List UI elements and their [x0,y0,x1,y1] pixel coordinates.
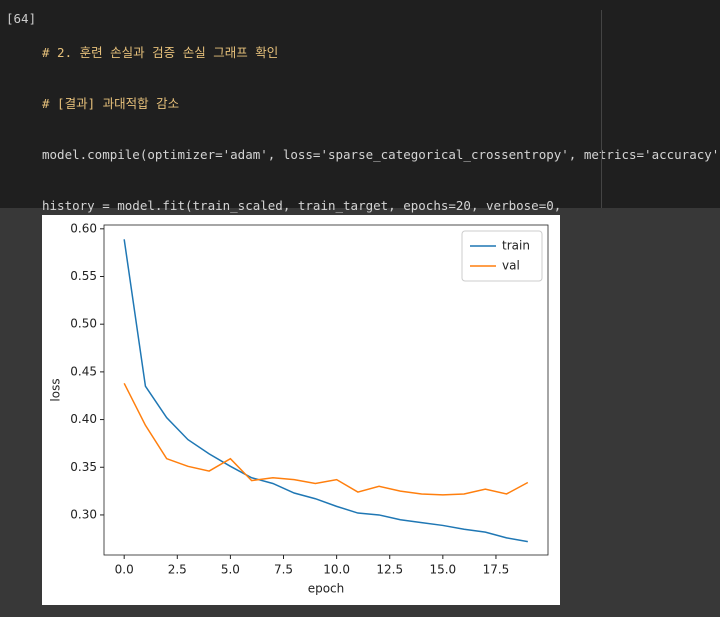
ruler [601,10,602,208]
x-tick-label: 17.5 [483,563,510,577]
code-line: history = model.fit(train_scaled, train_… [42,198,562,213]
x-tick-label: 7.5 [274,563,293,577]
x-tick-label: 15.0 [429,563,456,577]
x-tick-label: 5.0 [221,563,240,577]
x-axis-label: epoch [308,582,345,596]
legend-label: train [502,239,530,253]
y-tick-label: 0.55 [70,269,97,283]
chart: epoch loss 0.0 2.5 5.0 7.5 10.0 12.5 15.0 17.5 0… [42,215,560,605]
code-line: # 2. 훈련 손실과 검증 손실 그래프 확인 [42,45,279,60]
code-cell[interactable]: [64] # 2. 훈련 손실과 검증 손실 그래프 확인 # [결과] 과대적… [0,0,720,570]
y-tick-label: 0.35 [70,460,97,474]
code-line: # [결과] 과대적합 감소 [42,96,180,111]
x-tick-label: 0.0 [115,563,134,577]
y-axis-label: loss [49,378,63,401]
y-tick-label: 0.45 [70,364,97,378]
x-tick-label: 12.5 [376,563,403,577]
axes-frame [103,224,549,556]
line [123,382,529,496]
cell-prompt: [64] [6,11,37,26]
y-tick-label: 0.60 [70,221,97,235]
code-line: model.compile(optimizer='adam', loss='sp… [42,147,720,162]
y-tick-label: 0.50 [70,317,97,331]
y-tick-label: 0.40 [70,412,97,426]
legend-box [461,230,543,282]
x-tick-label: 2.5 [168,563,187,577]
line [123,239,528,543]
x-tick-label: 10.0 [323,563,350,577]
legend-label: val [502,259,520,273]
y-tick-label: 0.30 [70,507,97,521]
